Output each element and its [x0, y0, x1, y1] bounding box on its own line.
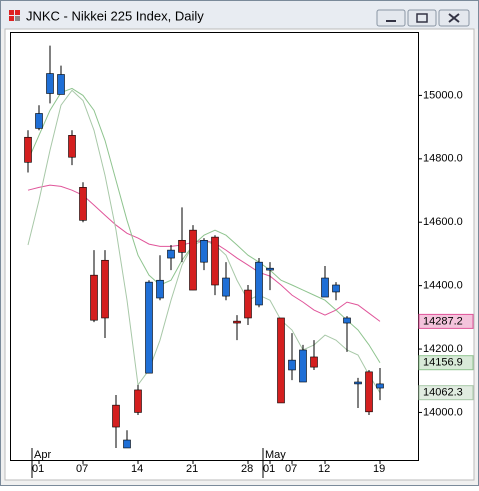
candle-body	[200, 239, 208, 263]
candle-body	[233, 320, 241, 324]
last-value-box	[418, 355, 474, 371]
candle-body	[299, 349, 307, 383]
candle-body	[343, 317, 351, 324]
candle-body	[211, 236, 219, 286]
close-button[interactable]	[438, 9, 470, 27]
candle-body	[101, 259, 109, 319]
x-tick-label: 07	[285, 463, 297, 475]
window-title: JNKC - Nikkei 225 Index, Daily	[26, 8, 204, 23]
last-value-box	[418, 385, 474, 401]
candle-body	[178, 239, 186, 253]
y-tick-label: 14600.0	[423, 216, 463, 228]
x-tick-label: 12	[318, 463, 330, 475]
candle-body	[189, 229, 197, 291]
candle-body	[112, 404, 120, 428]
last-value-box	[418, 313, 474, 329]
y-tick-label: 14200.0	[423, 343, 463, 355]
candle-body	[376, 383, 384, 389]
x-tick-label: 21	[186, 463, 198, 475]
candle-body	[24, 136, 32, 163]
y-tick-label: 14400.0	[423, 280, 463, 292]
y-tick-label: 14800.0	[423, 153, 463, 165]
candle-body	[244, 289, 252, 319]
candle-body	[277, 317, 285, 404]
candle-body	[145, 281, 153, 374]
x-tick-label: 07	[76, 463, 88, 475]
candle-body	[365, 371, 373, 413]
candle-body	[46, 73, 54, 94]
candle-body	[255, 261, 263, 306]
candle-body	[57, 74, 65, 95]
candle-body	[354, 381, 362, 385]
maximize-button[interactable]	[407, 9, 437, 27]
candle-body	[134, 389, 142, 413]
candle-body	[156, 279, 164, 299]
month-label: May	[265, 449, 286, 461]
candle-body	[222, 277, 230, 297]
candle-body	[332, 284, 340, 293]
x-tick-label: 01	[32, 463, 44, 475]
month-label: Apr	[34, 449, 51, 461]
y-tick-label: 15000.0	[423, 89, 463, 101]
x-tick-label: 01	[263, 463, 275, 475]
last-value-label: 14287.2	[423, 315, 463, 327]
candle-body	[79, 187, 87, 221]
y-tick-label: 14000.0	[423, 406, 463, 418]
x-tick-label: 14	[131, 463, 143, 475]
candle-body	[288, 359, 296, 371]
app-icon	[9, 10, 20, 21]
moving-average-line	[27, 87, 381, 363]
candle-body	[35, 113, 43, 129]
minimize-button[interactable]	[376, 9, 406, 27]
last-value-label: 14156.9	[423, 357, 463, 369]
last-value-label: 14062.3	[423, 387, 463, 399]
x-tick-label: 28	[241, 463, 253, 475]
x-tick-label: 19	[373, 463, 385, 475]
candle-body	[68, 135, 76, 158]
candle-body	[167, 249, 175, 259]
candle-body	[266, 267, 274, 271]
candle-body	[321, 277, 329, 298]
candle-body	[123, 439, 131, 449]
candle-body	[90, 274, 98, 321]
candle-body	[310, 356, 318, 368]
